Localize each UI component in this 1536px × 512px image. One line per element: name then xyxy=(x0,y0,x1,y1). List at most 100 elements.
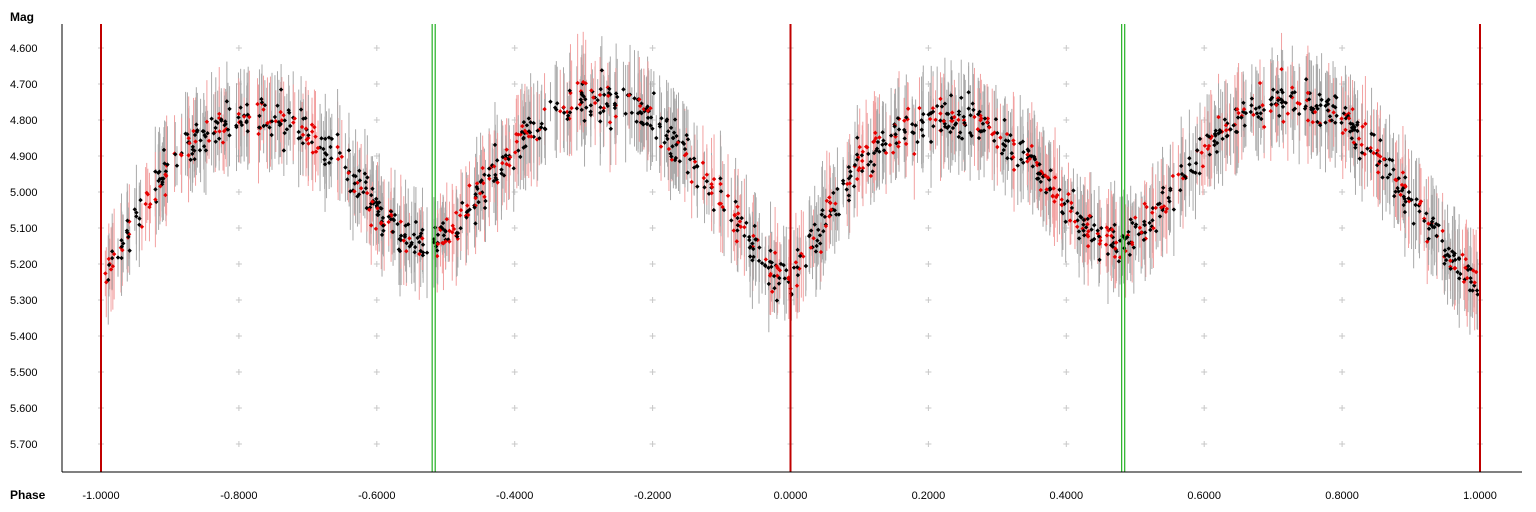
data-point xyxy=(1036,176,1041,181)
data-point xyxy=(648,115,654,120)
data-point xyxy=(567,88,572,93)
data-point xyxy=(774,263,779,269)
data-point xyxy=(1424,211,1429,216)
data-point xyxy=(956,117,961,123)
data-point xyxy=(441,241,446,246)
data-point xyxy=(376,209,381,214)
data-point xyxy=(629,110,635,115)
grid-plus-marker xyxy=(511,297,518,303)
data-point xyxy=(1279,97,1284,102)
data-point xyxy=(1044,187,1049,192)
data-point xyxy=(1141,237,1147,243)
data-point xyxy=(956,134,962,140)
data-point xyxy=(1109,233,1114,239)
data-point xyxy=(1331,110,1336,115)
data-point xyxy=(855,176,860,182)
data-point xyxy=(1069,205,1075,211)
data-point xyxy=(1346,111,1351,116)
data-point xyxy=(552,105,558,110)
grid-plus-marker xyxy=(1063,153,1070,159)
grid-plus-marker xyxy=(649,333,656,339)
data-point xyxy=(227,133,232,138)
data-point xyxy=(1052,199,1057,204)
data-point xyxy=(480,165,485,171)
data-point xyxy=(236,111,241,117)
data-point xyxy=(1179,171,1185,177)
data-point xyxy=(930,106,936,111)
data-point xyxy=(103,271,108,276)
data-point xyxy=(1305,90,1311,96)
data-point xyxy=(1400,170,1406,175)
data-point xyxy=(213,119,219,124)
grid-plus-marker xyxy=(1339,261,1346,267)
data-point xyxy=(1471,268,1476,273)
data-point xyxy=(820,208,825,213)
data-point xyxy=(335,156,341,162)
data-point xyxy=(1307,90,1313,96)
data-point xyxy=(1297,101,1302,107)
data-point xyxy=(194,129,200,135)
data-point xyxy=(1220,136,1225,142)
data-point xyxy=(309,122,315,127)
data-point xyxy=(1153,205,1158,211)
data-point xyxy=(1426,226,1432,231)
data-point xyxy=(857,144,862,150)
data-point xyxy=(1116,259,1122,264)
data-point xyxy=(1223,128,1229,133)
data-point xyxy=(412,244,418,250)
data-point xyxy=(1025,152,1030,157)
data-point xyxy=(1011,138,1016,143)
grid-plus-marker xyxy=(1339,153,1346,159)
data-point xyxy=(733,199,738,204)
data-point xyxy=(1043,173,1048,178)
data-point xyxy=(895,116,901,121)
data-point xyxy=(313,149,319,154)
grid-plus-marker xyxy=(235,225,242,231)
data-point xyxy=(487,176,492,181)
data-point xyxy=(1309,107,1314,112)
data-point xyxy=(1150,218,1155,223)
data-point xyxy=(1216,114,1221,120)
data-point xyxy=(1261,107,1267,113)
data-point xyxy=(832,208,837,213)
data-point xyxy=(379,206,384,211)
data-point xyxy=(854,157,860,162)
data-point xyxy=(976,128,982,133)
data-point xyxy=(768,271,773,277)
data-point xyxy=(1403,175,1408,180)
data-point xyxy=(1168,186,1173,191)
data-point xyxy=(124,228,130,233)
grid-plus-marker xyxy=(1339,369,1346,375)
data-point xyxy=(1112,254,1118,260)
data-point xyxy=(282,130,287,136)
data-point xyxy=(156,170,161,175)
data-point xyxy=(1009,156,1014,161)
data-point xyxy=(1458,271,1463,277)
data-point xyxy=(613,91,619,96)
data-point xyxy=(704,179,710,184)
data-point xyxy=(873,136,879,141)
data-point xyxy=(1051,186,1056,191)
data-point xyxy=(851,184,857,189)
data-point xyxy=(998,135,1003,140)
data-point xyxy=(833,201,838,206)
data-point xyxy=(478,179,483,185)
data-point xyxy=(1352,127,1357,132)
data-point xyxy=(868,173,874,179)
data-point xyxy=(720,204,725,210)
data-point xyxy=(1339,120,1344,126)
data-point xyxy=(1133,224,1138,229)
data-point xyxy=(379,220,384,225)
data-point xyxy=(706,191,712,196)
data-point xyxy=(404,240,409,246)
data-point xyxy=(959,136,965,141)
data-point xyxy=(995,130,1000,136)
data-point xyxy=(691,165,697,170)
grid-plus-marker xyxy=(373,297,380,303)
data-point xyxy=(339,154,345,159)
data-point xyxy=(1387,172,1393,177)
data-point xyxy=(388,212,394,217)
data-point xyxy=(1468,279,1474,285)
grid-plus-marker xyxy=(511,81,518,87)
